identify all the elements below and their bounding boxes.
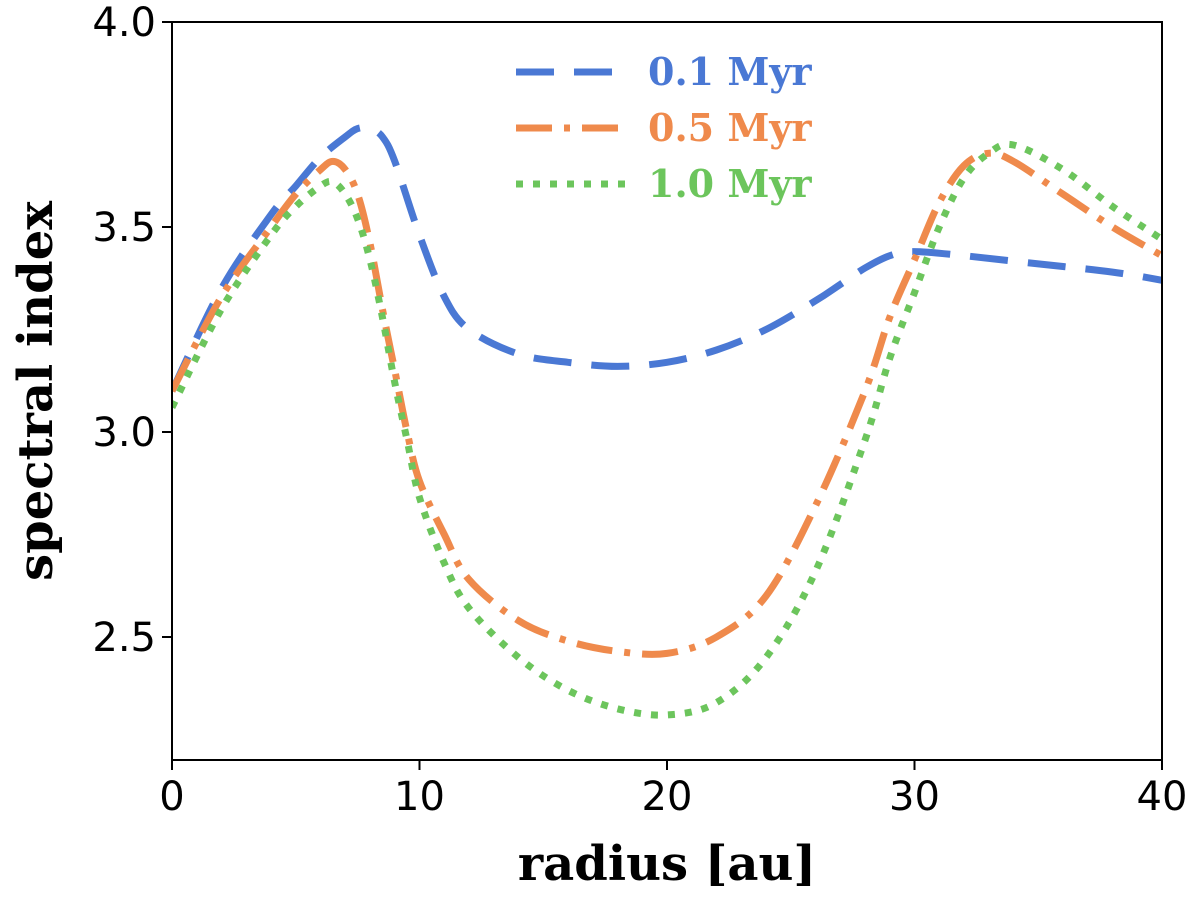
series-layer <box>172 124 1162 719</box>
x-axis-label: radius [au] <box>518 836 816 892</box>
series-line-0-5-myr <box>172 149 1162 658</box>
x-tick-label: 40 <box>1137 774 1188 820</box>
y-tick-label: 3.5 <box>92 205 156 251</box>
y-tick-label: 2.5 <box>92 615 156 661</box>
y-tick-label: 3.0 <box>92 410 156 456</box>
y-axis-label: spectral index <box>8 201 64 581</box>
legend-label: 0.5 Myr <box>648 105 812 150</box>
x-tick-label: 0 <box>159 774 184 820</box>
x-tick-label: 30 <box>889 774 940 820</box>
legend-label: 1.0 Myr <box>648 161 812 206</box>
legend-label: 0.1 Myr <box>648 49 812 94</box>
x-tick-label: 10 <box>394 774 445 820</box>
series-line-1-0-myr <box>172 140 1162 719</box>
x-tick-label: 20 <box>642 774 693 820</box>
x-axis-ticks: 0 10 20 30 40 <box>159 760 1187 820</box>
y-tick-label: 4.0 <box>92 0 156 46</box>
legend: 0.1 Myr 0.5 Myr 1.0 Myr <box>516 49 812 206</box>
y-axis-ticks: 2.5 3.0 3.5 4.0 <box>92 0 172 661</box>
